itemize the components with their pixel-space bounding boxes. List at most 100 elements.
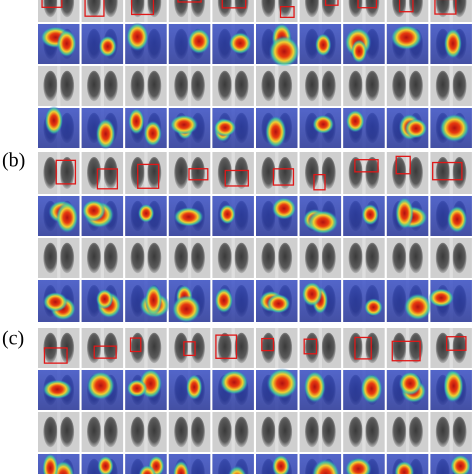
lung xyxy=(408,157,423,189)
image-cell xyxy=(212,24,254,64)
heatmap-hotspot xyxy=(351,39,368,64)
spine xyxy=(405,152,410,194)
image-cell xyxy=(212,328,254,368)
spine xyxy=(405,66,410,106)
image-cell xyxy=(256,367,298,410)
lung xyxy=(234,242,249,274)
spine xyxy=(144,0,148,22)
lung xyxy=(147,332,162,364)
heatmap-hotspot xyxy=(439,113,470,143)
image-cell xyxy=(168,152,211,194)
image-cell xyxy=(428,280,472,322)
lung xyxy=(277,0,293,18)
image-cell xyxy=(81,108,124,150)
lung xyxy=(59,242,75,274)
bounding-box xyxy=(177,0,202,3)
heatmap-hotspot xyxy=(128,108,145,135)
spine xyxy=(100,66,105,106)
heatmap-hotspot xyxy=(394,460,415,474)
lung xyxy=(392,242,407,274)
spine xyxy=(100,238,105,278)
heatmap-hotspot xyxy=(213,118,237,137)
image-cell xyxy=(343,196,385,236)
lung xyxy=(217,0,232,18)
image-cell xyxy=(430,368,472,410)
image-cell xyxy=(168,370,211,410)
spine xyxy=(100,328,105,368)
lung xyxy=(261,0,276,18)
image-cell xyxy=(81,412,124,452)
image-cell xyxy=(38,66,80,106)
image-cell xyxy=(168,196,211,236)
lung xyxy=(217,416,232,448)
lung xyxy=(452,70,467,102)
image-cell xyxy=(430,412,472,452)
heatmap-hotspot xyxy=(443,28,462,59)
spine xyxy=(449,0,453,22)
spine xyxy=(449,238,453,278)
image-cell xyxy=(168,328,211,368)
lung xyxy=(365,0,380,18)
lung xyxy=(365,157,380,189)
lung xyxy=(234,416,249,448)
heatmap-hotspot xyxy=(443,369,464,403)
lung xyxy=(86,70,102,102)
spine xyxy=(231,152,235,194)
image-cell xyxy=(299,24,342,64)
bounding-box xyxy=(354,159,379,173)
lung xyxy=(304,70,320,102)
lung xyxy=(435,0,450,18)
lung xyxy=(348,332,363,364)
spine xyxy=(449,412,453,452)
heatmap-hotspot xyxy=(86,371,115,401)
lung xyxy=(190,332,205,364)
image-cell xyxy=(38,412,80,452)
spine xyxy=(275,238,279,278)
image-cell xyxy=(38,105,80,148)
spine xyxy=(275,328,279,368)
lung xyxy=(304,157,320,189)
spine xyxy=(187,328,192,368)
spine xyxy=(318,0,323,22)
bounding-box xyxy=(137,163,160,189)
heatmap-hotspot xyxy=(390,24,423,51)
lung xyxy=(321,70,336,102)
image-cell xyxy=(212,238,254,278)
heatmap-hotspot xyxy=(271,454,291,474)
spine xyxy=(57,412,61,452)
image-cell xyxy=(38,453,80,474)
image-cell xyxy=(125,238,167,278)
image-cell xyxy=(386,412,429,452)
lung xyxy=(174,157,189,189)
image-cell xyxy=(256,0,298,22)
image-cell xyxy=(125,66,167,106)
image-cell xyxy=(430,152,472,194)
image-cell xyxy=(299,196,342,236)
lung xyxy=(59,0,75,18)
lung xyxy=(174,0,189,18)
lung xyxy=(365,332,380,364)
image-cell xyxy=(81,24,124,64)
image-cell xyxy=(256,328,298,368)
image-cell xyxy=(125,196,167,236)
heatmap-hotspot xyxy=(403,293,432,321)
image-cell xyxy=(212,196,254,236)
image-cell xyxy=(81,454,124,474)
bounding-box xyxy=(357,0,378,9)
lung xyxy=(147,416,162,448)
image-cell xyxy=(81,370,124,410)
image-cell xyxy=(343,370,385,410)
lung xyxy=(408,242,423,274)
heatmap-hotspot xyxy=(173,207,204,227)
spine xyxy=(362,66,366,106)
spine xyxy=(318,238,323,278)
lung xyxy=(103,70,118,102)
image-cell xyxy=(168,24,211,64)
heatmap-hotspot xyxy=(301,281,323,307)
lung xyxy=(261,416,276,448)
lung xyxy=(86,157,102,189)
lung xyxy=(365,70,380,102)
image-cell xyxy=(212,454,254,474)
spine xyxy=(100,412,105,452)
image-cell xyxy=(38,328,80,368)
